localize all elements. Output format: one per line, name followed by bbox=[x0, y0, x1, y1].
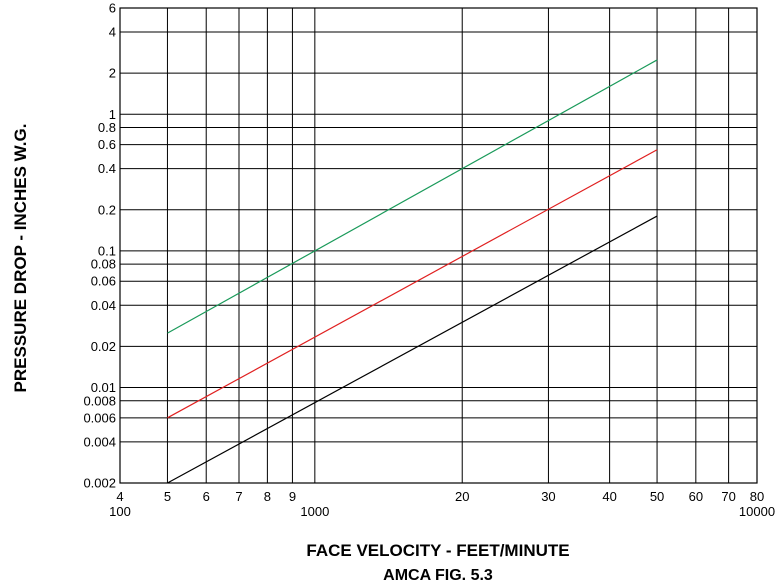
y-tick-label: 0.01 bbox=[91, 380, 116, 395]
x-tick-label: 6 bbox=[203, 489, 210, 504]
series-line-1 bbox=[167, 59, 658, 334]
y-tick-label: 4 bbox=[109, 25, 116, 40]
x-tick-label: 5 bbox=[164, 489, 171, 504]
x-tick-label: 8 bbox=[264, 489, 271, 504]
x-tick-label: 80 bbox=[750, 489, 764, 504]
x-tick-label: 50 bbox=[650, 489, 664, 504]
series-line-3 bbox=[167, 215, 658, 484]
y-tick-label: 6 bbox=[109, 1, 116, 16]
grid bbox=[119, 7, 758, 484]
y-tick-label: 0.004 bbox=[83, 434, 116, 449]
series-lines bbox=[167, 59, 658, 484]
y-tick-label: 1 bbox=[109, 107, 116, 122]
y-tick-label: 0.04 bbox=[91, 298, 116, 313]
x-tick-label: 7 bbox=[235, 489, 242, 504]
y-tick-label: 2 bbox=[109, 66, 116, 81]
x-tick-sublabel: 1000 bbox=[300, 504, 329, 519]
x-tick-label: 4 bbox=[116, 489, 123, 504]
x-tick-label: 40 bbox=[602, 489, 616, 504]
plot-frame bbox=[119, 7, 758, 484]
x-tick-label: 30 bbox=[541, 489, 555, 504]
y-tick-label: 0.4 bbox=[98, 161, 116, 176]
y-tick-label: 0.002 bbox=[83, 476, 116, 491]
y-tick-label: 0.006 bbox=[83, 410, 116, 425]
y-tick-label: 0.008 bbox=[83, 393, 116, 408]
y-tick-label: 0.08 bbox=[91, 257, 116, 272]
x-axis-label: FACE VELOCITY - FEET/MINUTE bbox=[306, 541, 569, 560]
y-tick-label: 0.6 bbox=[98, 137, 116, 152]
y-axis-label: PRESSURE DROP - INCHES W.G. bbox=[11, 124, 30, 393]
y-tick-label: 0.8 bbox=[98, 120, 116, 135]
x-tick-sublabel: 100 bbox=[109, 504, 131, 519]
figure-caption: AMCA FIG. 5.3 bbox=[383, 567, 493, 584]
y-tick-label: 0.02 bbox=[91, 339, 116, 354]
y-tick-label: 0.2 bbox=[98, 202, 116, 217]
y-tick-label: 0.1 bbox=[98, 243, 116, 258]
x-tick-label: 60 bbox=[689, 489, 703, 504]
x-tick-label: 9 bbox=[289, 489, 296, 504]
series-line-2 bbox=[167, 149, 658, 419]
y-tick-label: 0.06 bbox=[91, 274, 116, 289]
x-tick-label: 20 bbox=[455, 489, 469, 504]
x-tick-sublabel: 10000 bbox=[739, 504, 775, 519]
x-tick-label: 70 bbox=[721, 489, 735, 504]
